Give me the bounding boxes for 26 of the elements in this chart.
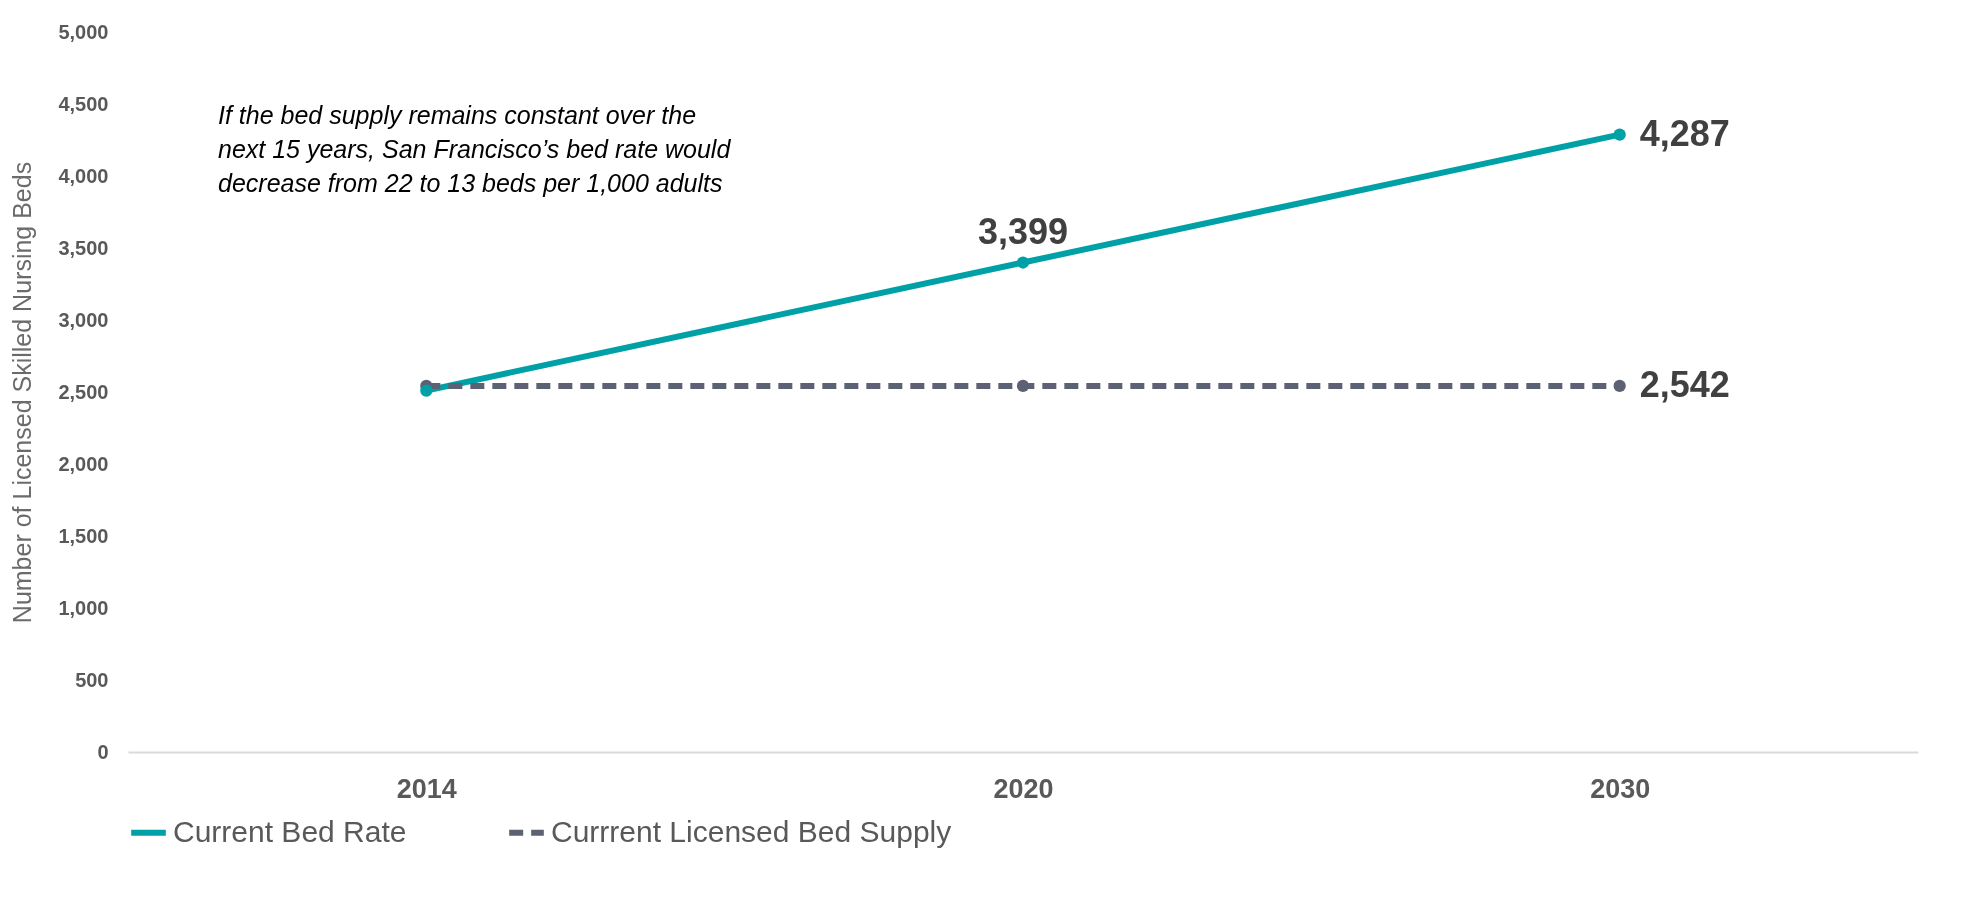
- data-label: 3,399: [977, 210, 1069, 252]
- y-tick-label: 2,500: [58, 380, 109, 403]
- annotation: If the bed supply remains constant over the next 15 years, San Francisco’s bed rate would decrease from 22 to 13 beds per 1,000 adults: [218, 101, 732, 197]
- data-label: 2,542: [1639, 363, 1730, 405]
- y-tick-label: 5,000: [58, 20, 109, 43]
- y-tick-label: 500: [75, 668, 109, 691]
- y-tick-label: 3,500: [58, 236, 109, 259]
- point: [1613, 379, 1626, 393]
- point: [1016, 379, 1030, 393]
- y-tick-label: 4,500: [58, 92, 109, 115]
- point: [1613, 128, 1626, 141]
- x-tick-label: 2014: [396, 773, 457, 804]
- y-axis-title: Number of Licensed Skilled Nursing Beds: [8, 161, 37, 624]
- x-tick-label: 2020: [993, 773, 1054, 804]
- x-tick-label: 2030: [1590, 773, 1651, 804]
- y-tick-label: 2,000: [58, 452, 109, 475]
- y-tick-label: 1,500: [58, 524, 109, 547]
- legend-label: Currrent Licensed Bed Supply: [551, 814, 952, 848]
- y-tick-label: 3,000: [58, 308, 109, 331]
- y-tick-label: 0: [97, 740, 109, 763]
- legend-label: Current Bed Rate: [173, 814, 407, 848]
- y-tick-label: 4,000: [58, 164, 109, 187]
- y-tick-label: 1,000: [58, 596, 109, 619]
- point: [1016, 256, 1030, 269]
- point: [420, 384, 433, 397]
- data-label: 4,287: [1639, 112, 1730, 154]
